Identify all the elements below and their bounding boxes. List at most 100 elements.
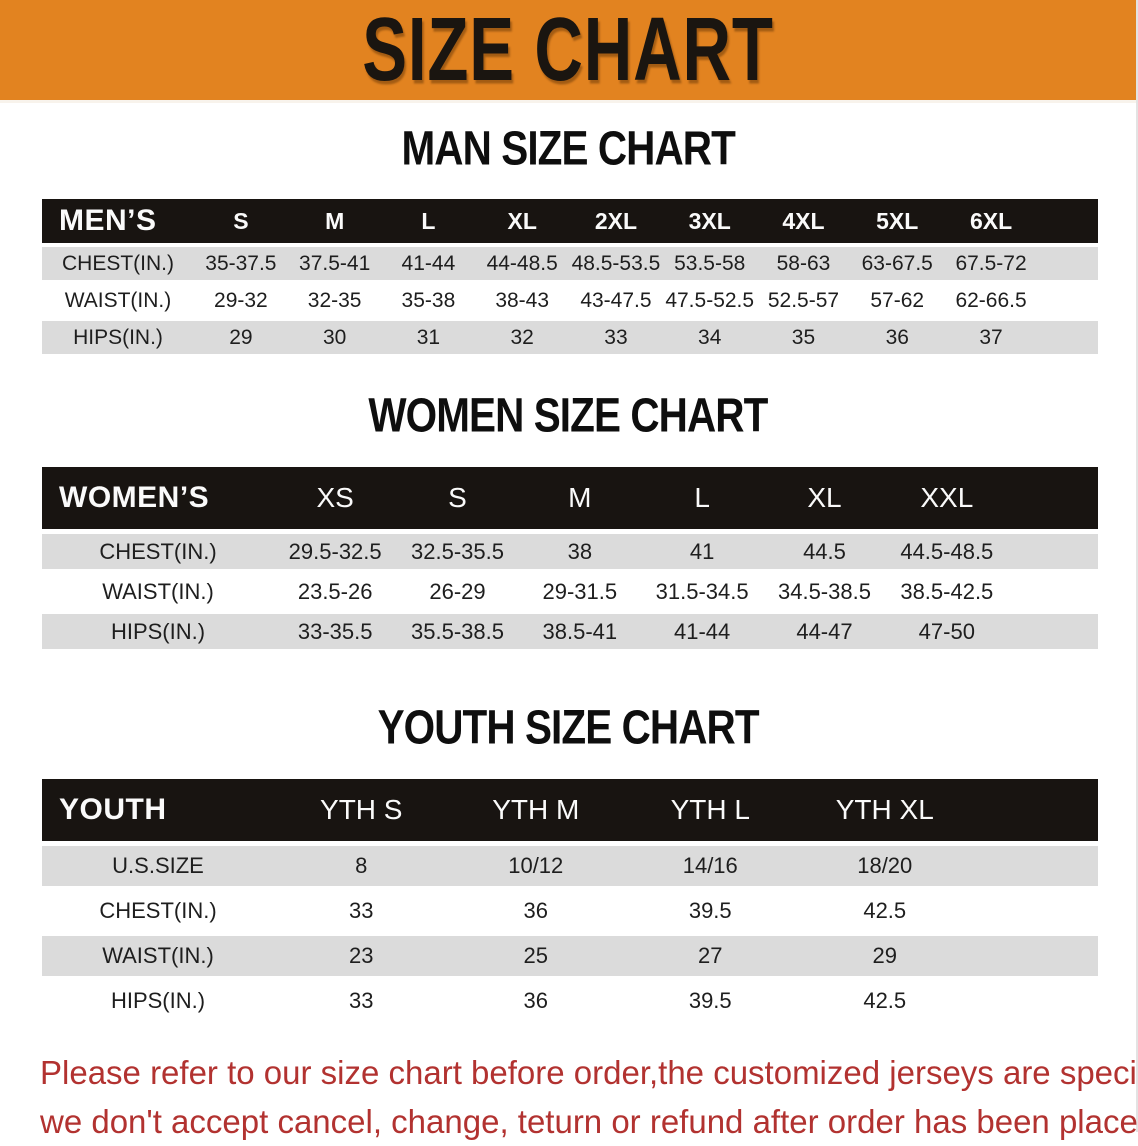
size-table-header-row: YOUTH YTH S YTH M YTH L YTH XL xyxy=(42,779,1098,841)
measurement-cell: 36 xyxy=(850,321,945,354)
measurement-cell: 47.5-52.5 xyxy=(662,284,757,317)
measurement-cell: 36 xyxy=(448,981,623,1021)
youth-chart-heading: YOUTH SIZE CHART xyxy=(0,700,1136,755)
size-column-header: 3XL xyxy=(662,199,757,243)
men-size-table: MEN’S S M L XL 2XL 3XL 4XL 5XL 6XL CHEST(IN.) 35-37… xyxy=(42,195,1098,358)
measurement-cell: 29 xyxy=(194,321,288,354)
measurement-cell: 57-62 xyxy=(850,284,945,317)
measurement-row: CHEST(IN.) 33 36 39.5 42.5 xyxy=(42,891,1098,931)
table-corner-label: YOUTH xyxy=(42,779,274,841)
measurement-cell: 63-67.5 xyxy=(850,247,945,280)
measurement-cell: 27 xyxy=(623,936,798,976)
measurement-cell: 33 xyxy=(274,891,449,931)
size-table-header-row: MEN’S S M L XL 2XL 3XL 4XL 5XL 6XL xyxy=(42,199,1098,243)
size-column-header: 6XL xyxy=(944,199,1038,243)
youth-size-table: YOUTH YTH S YTH M YTH L YTH XL U.S.SIZE 8 10/12… xyxy=(42,774,1098,1026)
size-column-header: 2XL xyxy=(569,199,663,243)
measurement-cell: 44-47 xyxy=(763,614,886,649)
men-chart-heading: MAN SIZE CHART xyxy=(0,121,1136,176)
measurement-cell: 32 xyxy=(475,321,570,354)
measurement-row: CHEST(IN.) 29.5-32.5 32.5-35.5 38 41 44.5 44.5… xyxy=(42,534,1098,569)
measurement-row: WAIST(IN.) 23.5-26 26-29 29-31.5 31.5-34.5 34… xyxy=(42,574,1098,609)
row-spacer-cell xyxy=(1038,247,1098,280)
size-column-header: XL xyxy=(763,467,886,529)
measurement-cell: 29-32 xyxy=(194,284,288,317)
size-column-header: M xyxy=(518,467,641,529)
measurement-cell: 44.5 xyxy=(763,534,886,569)
size-column-header: YTH L xyxy=(623,779,798,841)
measurement-cell: 38-43 xyxy=(475,284,570,317)
women-size-section: WOMEN SIZE CHART WOMEN’S XS S M L XL XXL CHEST(… xyxy=(0,391,1136,654)
measurement-cell: 42.5 xyxy=(797,981,972,1021)
measurement-cell: 34 xyxy=(662,321,757,354)
youth-chart-heading-text: YOUTH SIZE CHART xyxy=(377,700,759,755)
measurement-cell: 14/16 xyxy=(623,846,798,886)
measurement-cell: 30 xyxy=(287,321,382,354)
measurement-row: U.S.SIZE 8 10/12 14/16 18/20 xyxy=(42,846,1098,886)
size-column-header: YTH M xyxy=(448,779,623,841)
youth-size-section: YOUTH SIZE CHART YOUTH YTH S YTH M YTH L YTH… xyxy=(0,700,1136,1026)
measurement-cell: 23 xyxy=(274,936,449,976)
header-spacer-cell xyxy=(1038,199,1098,243)
measurement-cell: 44.5-48.5 xyxy=(885,534,1008,569)
page-title: SIZE CHART xyxy=(362,0,774,100)
measurement-cell: 39.5 xyxy=(623,981,798,1021)
row-label: CHEST(IN.) xyxy=(42,891,274,931)
size-column-header: S xyxy=(396,467,519,529)
size-column-header: XXL xyxy=(885,467,1008,529)
measurement-cell: 29-31.5 xyxy=(518,574,641,609)
measurement-cell: 37 xyxy=(944,321,1038,354)
row-label: WAIST(IN.) xyxy=(42,284,194,317)
size-table-header-row: WOMEN’S XS S M L XL XXL xyxy=(42,467,1098,529)
measurement-row: CHEST(IN.) 35-37.5 37.5-41 41-44 44-48.5 48.5… xyxy=(42,247,1098,280)
measurement-cell: 31 xyxy=(381,321,476,354)
row-label: CHEST(IN.) xyxy=(42,534,274,569)
measurement-row: HIPS(IN.) 33-35.5 35.5-38.5 38.5-41 41-44 44-… xyxy=(42,614,1098,649)
measurement-cell: 29.5-32.5 xyxy=(274,534,397,569)
measurement-cell: 25 xyxy=(448,936,623,976)
size-column-header: YTH XL xyxy=(797,779,972,841)
measurement-cell: 43-47.5 xyxy=(569,284,663,317)
table-corner-label: MEN’S xyxy=(42,199,194,243)
disclaimer-line-1: Please refer to our size chart before or… xyxy=(40,1054,1138,1091)
measurement-cell: 29 xyxy=(797,936,972,976)
measurement-cell: 36 xyxy=(448,891,623,931)
disclaimer: Please refer to our size chart before or… xyxy=(40,1048,1138,1146)
row-label: CHEST(IN.) xyxy=(42,247,194,280)
header-spacer-cell xyxy=(972,779,1098,841)
size-column-header: L xyxy=(640,467,764,529)
measurement-cell: 39.5 xyxy=(623,891,798,931)
measurement-cell: 67.5-72 xyxy=(944,247,1038,280)
size-column-header: M xyxy=(287,199,382,243)
disclaimer-line-2: we don't accept cancel, change, teturn o… xyxy=(40,1103,1138,1140)
women-size-table: WOMEN’S XS S M L XL XXL CHEST(IN.) 29.5-32.5 32.5… xyxy=(42,462,1098,654)
row-label: U.S.SIZE xyxy=(42,846,274,886)
row-spacer-cell xyxy=(1038,284,1098,317)
measurement-cell: 48.5-53.5 xyxy=(569,247,663,280)
row-spacer-cell xyxy=(972,846,1098,886)
size-column-header: XL xyxy=(475,199,570,243)
women-chart-heading: WOMEN SIZE CHART xyxy=(0,391,1136,439)
measurement-cell: 31.5-34.5 xyxy=(640,574,764,609)
measurement-cell: 58-63 xyxy=(756,247,851,280)
row-spacer-cell xyxy=(1008,614,1098,649)
row-label: WAIST(IN.) xyxy=(42,574,274,609)
measurement-cell: 41-44 xyxy=(640,614,764,649)
measurement-cell: 18/20 xyxy=(797,846,972,886)
measurement-row: HIPS(IN.) 29 30 31 32 33 34 35 36 37 xyxy=(42,321,1098,354)
measurement-cell: 44-48.5 xyxy=(475,247,570,280)
row-spacer-cell xyxy=(972,936,1098,976)
row-spacer-cell xyxy=(1038,321,1098,354)
measurement-cell: 62-66.5 xyxy=(944,284,1038,317)
men-chart-heading-text: MAN SIZE CHART xyxy=(401,121,735,176)
measurement-cell: 35-37.5 xyxy=(194,247,288,280)
measurement-row: WAIST(IN.) 23 25 27 29 xyxy=(42,936,1098,976)
measurement-cell: 34.5-38.5 xyxy=(763,574,886,609)
measurement-cell: 41-44 xyxy=(381,247,476,280)
measurement-cell: 33 xyxy=(274,981,449,1021)
size-column-header: YTH S xyxy=(274,779,449,841)
measurement-cell: 35 xyxy=(756,321,851,354)
row-spacer-cell xyxy=(972,981,1098,1021)
table-corner-label: WOMEN’S xyxy=(42,467,274,529)
